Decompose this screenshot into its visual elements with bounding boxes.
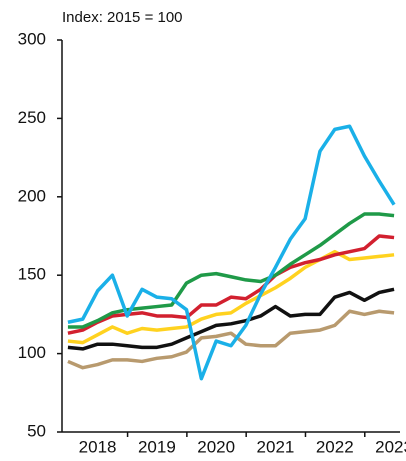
y-tick-label: 50: [27, 421, 46, 440]
line-series: [67, 287, 395, 351]
y-tick-label: 250: [18, 108, 46, 127]
x-tick-label: 2023: [375, 437, 406, 456]
x-tick-label: 2022: [316, 437, 354, 456]
chart-title: Index: 2015 = 100: [62, 9, 183, 26]
x-tick-label: 2018: [79, 437, 117, 456]
line-series: [67, 124, 396, 381]
line-series: [67, 309, 395, 370]
x-tick-label: 2021: [257, 437, 295, 456]
y-tick-label: 200: [18, 186, 46, 205]
y-tick-label: 150: [18, 265, 46, 284]
x-tick-label: 2020: [197, 437, 235, 456]
y-tick-label: 300: [18, 29, 46, 48]
line-series: [67, 234, 395, 335]
y-tick-label: 100: [18, 343, 46, 362]
line-series: [67, 212, 395, 329]
x-tick-label: 2019: [138, 437, 176, 456]
